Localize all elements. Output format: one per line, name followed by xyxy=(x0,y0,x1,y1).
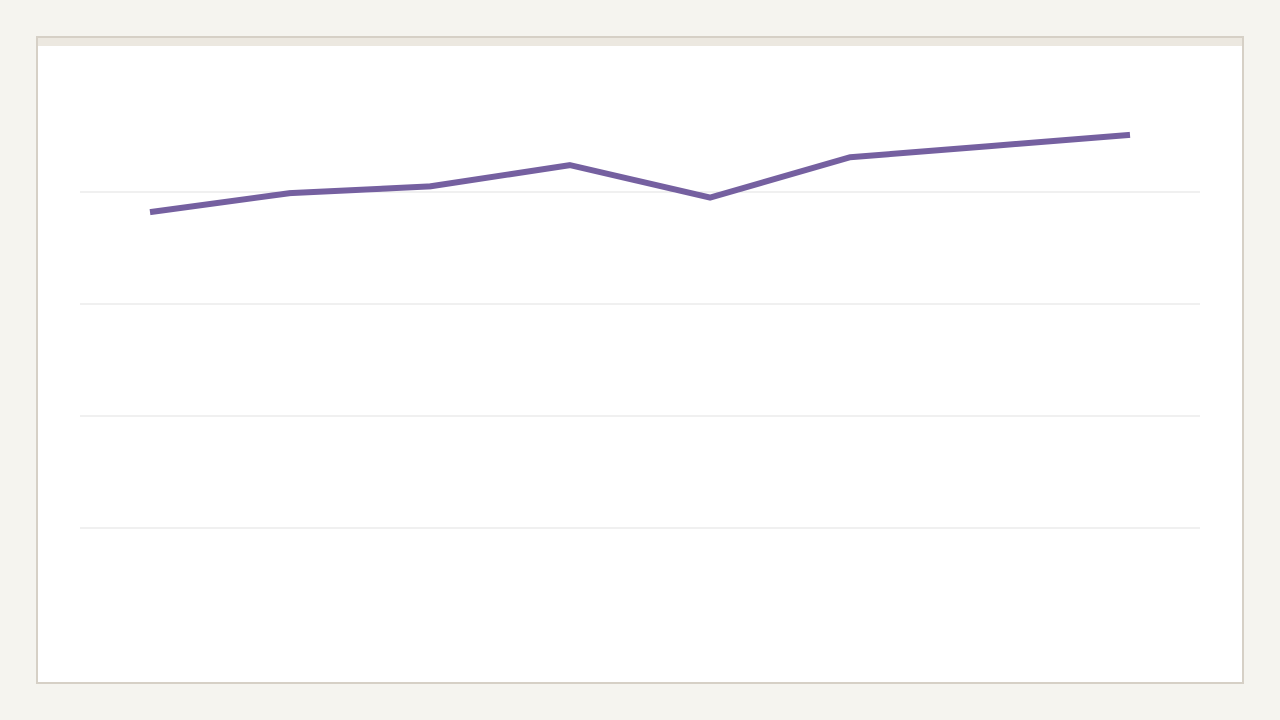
data-line xyxy=(149,131,1131,216)
card-header-strip xyxy=(38,38,1242,46)
